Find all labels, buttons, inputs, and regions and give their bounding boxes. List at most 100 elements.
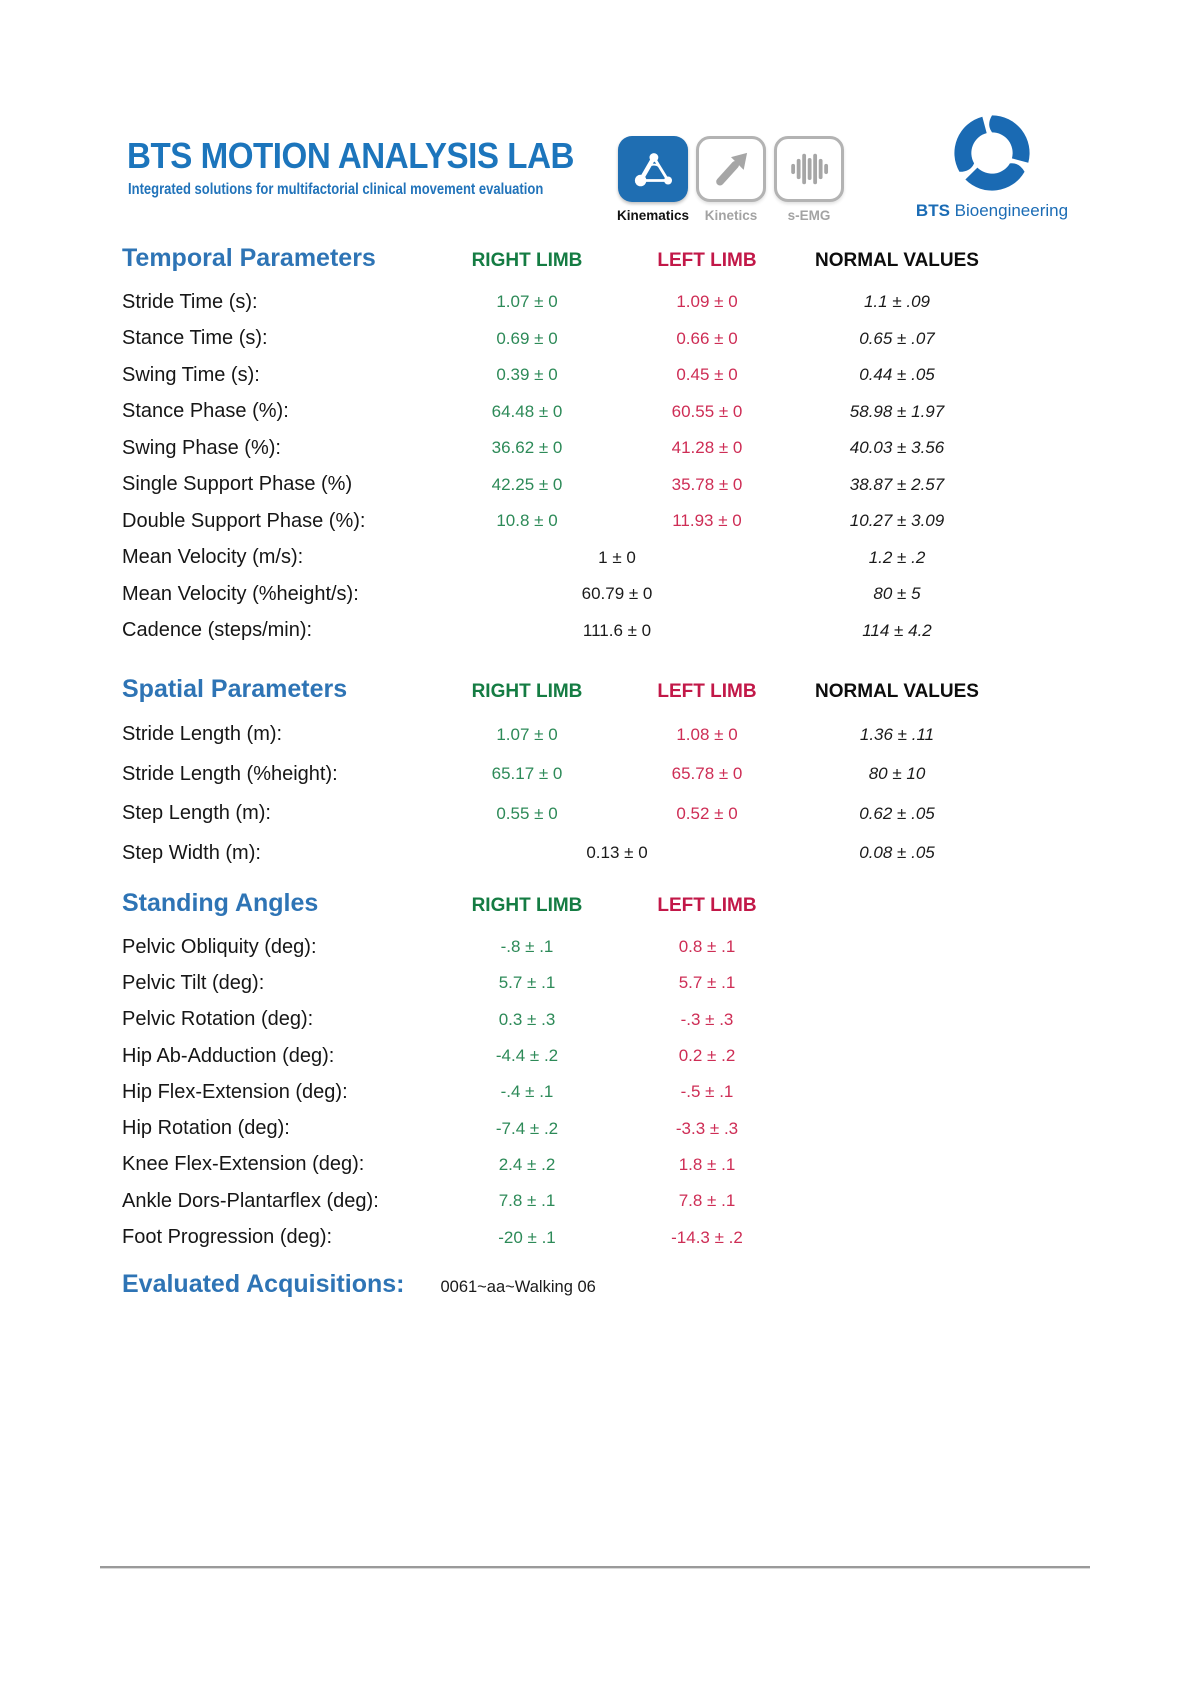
param-label: Knee Flex-Extension (deg): (122, 1153, 365, 1176)
param-label: Stride Time (s): (122, 290, 258, 313)
table-row: Stance Time (s): 0.69 ± 0 0.66 ± 0 0.65 … (122, 321, 997, 358)
combined-limb-value: 111.6 ± 0 (582, 620, 652, 640)
table-row: Mean Velocity (m/s): 1 ± 0 1.2 ± .2 (122, 540, 997, 577)
param-label: Hip Flex-Extension (deg): (122, 1080, 348, 1103)
right-limb-value: 65.17 ± 0 (491, 764, 563, 784)
table-row: Stride Time (s): 1.07 ± 0 1.09 ± 0 1.1 ±… (122, 284, 997, 321)
left-limb-value: 1.8 ± .1 (678, 1154, 736, 1174)
right-limb-value: 36.62 ± 0 (491, 438, 563, 458)
table-row: Step Length (m): 0.55 ± 0 0.52 ± 0 0.62 … (122, 794, 997, 834)
normal-value: 1.2 ± .2 (868, 547, 926, 567)
table-row: Hip Ab-Adduction (deg): -4.4 ± .2 0.2 ± … (122, 1038, 997, 1074)
table-row: Hip Rotation (deg): -7.4 ± .2 -3.3 ± .3 (122, 1110, 997, 1146)
left-limb-value: 1.08 ± 0 (676, 724, 738, 744)
right-limb-value: 2.4 ± .2 (498, 1154, 556, 1174)
param-label: Pelvic Obliquity (deg): (122, 935, 317, 958)
left-limb-value: 65.78 ± 0 (671, 764, 743, 784)
section-title-temporal: Temporal Parameters (122, 244, 376, 272)
table-row: Swing Phase (%): 36.62 ± 0 41.28 ± 0 40.… (122, 430, 997, 467)
evaluated-acquisitions-value: 0061~aa~Walking 06 (440, 1277, 596, 1296)
spatial-parameters-section: Spatial Parameters RIGHT LIMB LEFT LIMB … (122, 675, 997, 873)
right-limb-value: 64.48 ± 0 (491, 401, 563, 421)
standing-angles-section: Standing Angles RIGHT LIMB LEFT LIMB Pel… (122, 889, 997, 1256)
param-label: Stride Length (m): (122, 723, 283, 746)
page-subtitle: Integrated solutions for multifactorial … (128, 181, 544, 198)
normal-value: 0.44 ± .05 (859, 365, 935, 385)
bts-logo-text-rest: Bioengineering (949, 201, 1069, 220)
table-row: Stride Length (%height): 65.17 ± 0 65.78… (122, 755, 997, 795)
param-label: Foot Progression (deg): (122, 1226, 333, 1249)
param-label: Swing Time (s): (122, 363, 260, 386)
bts-bioengineering-logo: BTS Bioengineering (903, 106, 1081, 221)
param-label: Ankle Dors-Plantarflex (deg): (122, 1189, 379, 1212)
right-limb-value: -4.4 ± .2 (495, 1046, 559, 1066)
right-limb-value: 7.8 ± .1 (498, 1191, 556, 1211)
semg-signal-icon (774, 136, 844, 202)
table-row: Double Support Phase (%): 10.8 ± 0 11.93… (122, 503, 997, 540)
table-row: Foot Progression (deg): -20 ± .1 -14.3 ±… (122, 1219, 997, 1255)
modality-label-semg: s-EMG (787, 208, 831, 223)
right-limb-value: 1.07 ± 0 (496, 292, 558, 312)
report-body: Temporal Parameters RIGHT LIMB LEFT LIMB… (122, 244, 997, 1299)
table-row: Stance Phase (%): 64.48 ± 0 60.55 ± 0 58… (122, 394, 997, 431)
right-limb-value: 10.8 ± 0 (496, 511, 558, 531)
modality-buttons: Kinematics Kinetics (617, 136, 844, 223)
table-row: Stride Length (m): 1.07 ± 0 1.08 ± 0 1.3… (122, 715, 997, 755)
param-label: Hip Ab-Adduction (deg): (122, 1044, 335, 1067)
left-limb-value: 0.8 ± .1 (678, 937, 736, 957)
param-label: Stance Time (s): (122, 327, 268, 350)
modality-label-kinetics: Kinetics (704, 208, 758, 223)
table-row: Pelvic Obliquity (deg): -.8 ± .1 0.8 ± .… (122, 929, 997, 965)
table-row: Mean Velocity (%height/s): 60.79 ± 0 80 … (122, 576, 997, 613)
param-label: Stance Phase (%): (122, 400, 289, 423)
left-limb-value: 1.09 ± 0 (676, 292, 738, 312)
right-limb-value: 0.39 ± 0 (496, 365, 558, 385)
table-row: Knee Flex-Extension (deg): 2.4 ± .2 1.8 … (122, 1147, 997, 1183)
table-row: Ankle Dors-Plantarflex (deg): 7.8 ± .1 7… (122, 1183, 997, 1219)
modality-kinematics[interactable]: Kinematics (617, 136, 689, 223)
standing-header-row: Standing Angles RIGHT LIMB LEFT LIMB (122, 889, 997, 929)
right-limb-value: 1.07 ± 0 (496, 724, 558, 744)
column-header-left-limb: LEFT LIMB (657, 250, 757, 271)
footer-divider (100, 1566, 1090, 1569)
column-header-normal-values: NORMAL VALUES (815, 681, 979, 702)
table-row: Pelvic Rotation (deg): 0.3 ± .3 -.3 ± .3 (122, 1002, 997, 1038)
combined-limb-value: 0.13 ± 0 (586, 843, 648, 863)
kinetics-arrow-icon (696, 136, 766, 202)
modality-semg[interactable]: s-EMG (774, 136, 844, 223)
left-limb-value: -3.3 ± .3 (675, 1118, 739, 1138)
normal-value: 80 ± 5 (873, 584, 921, 604)
bts-logo-swirl-icon (903, 106, 1081, 200)
param-label: Single Support Phase (%) (122, 473, 353, 496)
param-label: Stride Length (%height): (122, 762, 338, 785)
right-limb-value: -7.4 ± .2 (495, 1118, 559, 1138)
left-limb-value: 0.2 ± .2 (678, 1046, 736, 1066)
right-limb-value: 0.69 ± 0 (496, 328, 558, 348)
temporal-header-row: Temporal Parameters RIGHT LIMB LEFT LIMB… (122, 244, 997, 284)
left-limb-value: -.3 ± .3 (680, 1009, 734, 1029)
section-title-standing: Standing Angles (122, 889, 319, 917)
normal-value: 10.27 ± 3.09 (849, 511, 945, 531)
table-row: Swing Time (s): 0.39 ± 0 0.45 ± 0 0.44 ±… (122, 357, 997, 394)
param-label: Pelvic Tilt (deg): (122, 971, 265, 994)
modality-kinetics[interactable]: Kinetics (696, 136, 766, 223)
normal-value: 58.98 ± 1.97 (849, 401, 945, 421)
table-row: Hip Flex-Extension (deg): -.4 ± .1 -.5 ±… (122, 1074, 997, 1110)
kinematics-icon (618, 136, 688, 202)
temporal-parameters-section: Temporal Parameters RIGHT LIMB LEFT LIMB… (122, 244, 997, 649)
table-row: Cadence (steps/min): 111.6 ± 0 114 ± 4.2 (122, 613, 997, 650)
spatial-header-row: Spatial Parameters RIGHT LIMB LEFT LIMB … (122, 675, 997, 715)
table-row: Pelvic Tilt (deg): 5.7 ± .1 5.7 ± .1 (122, 965, 997, 1001)
combined-limb-value: 60.79 ± 0 (581, 584, 653, 604)
left-limb-value: 7.8 ± .1 (678, 1191, 736, 1211)
left-limb-value: 41.28 ± 0 (671, 438, 743, 458)
param-label: Step Length (m): (122, 802, 271, 825)
normal-value: 38.87 ± 2.57 (849, 474, 945, 494)
param-label: Double Support Phase (%): (122, 509, 366, 532)
evaluated-acquisitions-title: Evaluated Acquisitions: (122, 1269, 405, 1298)
left-limb-value: 0.66 ± 0 (676, 328, 738, 348)
normal-value: 40.03 ± 3.56 (849, 438, 945, 458)
evaluated-acquisitions: Evaluated Acquisitions: 0061~aa~Walking … (122, 1270, 997, 1299)
param-label: Swing Phase (%): (122, 436, 281, 459)
column-header-right-limb: RIGHT LIMB (471, 681, 583, 702)
